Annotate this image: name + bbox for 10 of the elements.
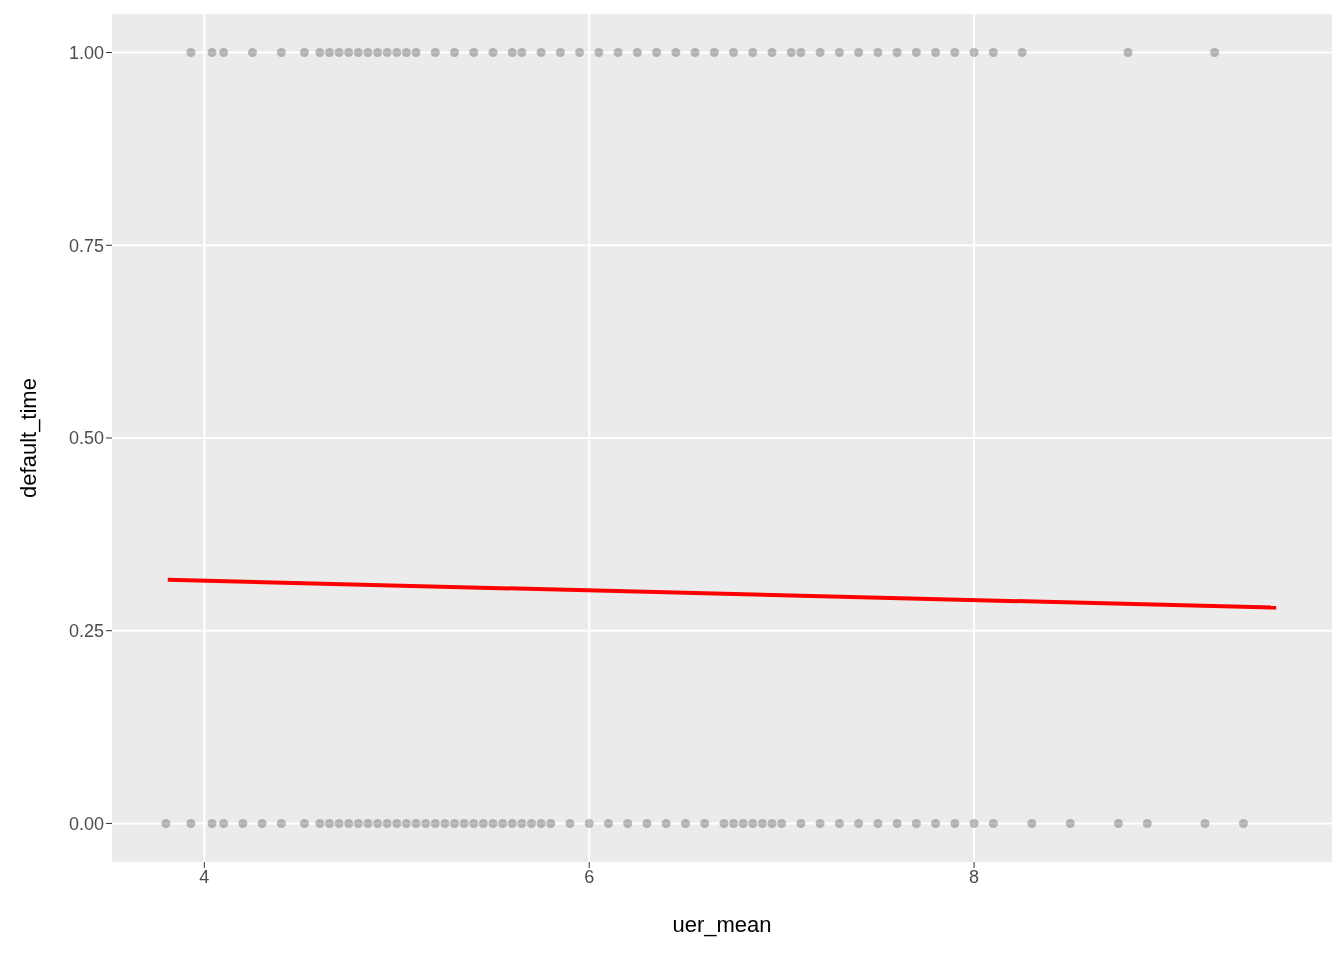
x-tick-label: 8 <box>969 866 980 887</box>
x-tick-label: 4 <box>199 866 210 887</box>
y-tick-label: 0.50 <box>68 428 104 449</box>
y-axis-title: default_time <box>15 378 41 498</box>
y-tick-label: 0.25 <box>68 621 104 642</box>
y-tick-label: 0.00 <box>68 813 104 834</box>
x-tick-label: 6 <box>584 866 595 887</box>
y-tick-label: 1.00 <box>68 42 104 63</box>
x-axis-title: uer_mean <box>672 912 772 937</box>
y-tick-label: 0.75 <box>68 235 104 256</box>
